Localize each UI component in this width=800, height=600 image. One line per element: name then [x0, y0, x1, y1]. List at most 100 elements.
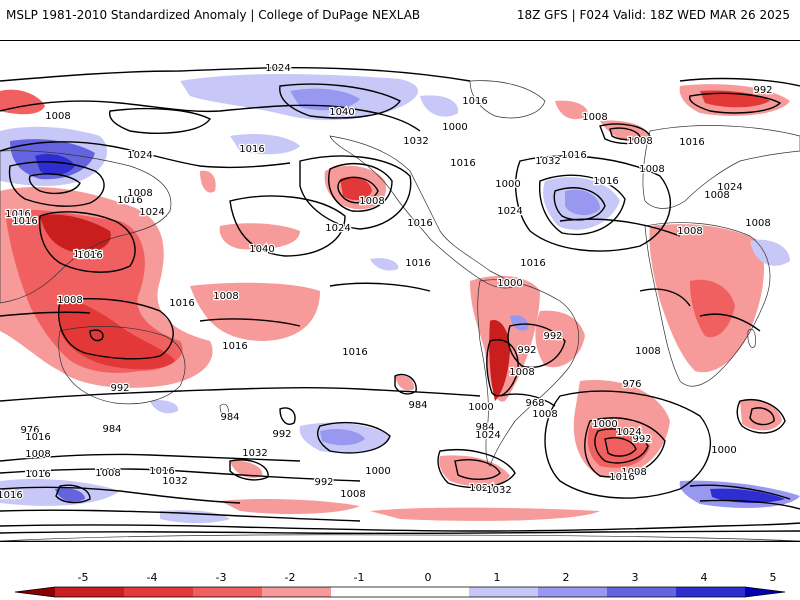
colorbar-tick-label: -1 — [353, 571, 365, 584]
isobar — [55, 484, 91, 504]
isobar — [0, 100, 421, 132]
isobar — [279, 407, 296, 425]
isobar-label: 1024 — [497, 206, 522, 217]
isobar-label: 984 — [475, 422, 494, 433]
isobar-label: 1008 — [95, 468, 120, 479]
pos-anomaly-east-pacific-small — [370, 258, 399, 271]
colorbar-tick-label: 3 — [631, 571, 639, 584]
coastline-asia-west — [0, 150, 172, 304]
isobar — [544, 390, 711, 499]
isobar — [317, 421, 391, 454]
isobar-label: 1016 — [25, 432, 50, 443]
pos-anomaly-north-pacific — [230, 134, 300, 155]
isobar — [229, 195, 346, 257]
neg-anomaly-southern-west — [230, 460, 263, 478]
isobar — [299, 155, 412, 230]
map-title: MSLP 1981-2010 Standardized Anomaly | Co… — [6, 8, 421, 22]
isobar — [699, 313, 761, 332]
colorbar-tick-label: 1 — [493, 571, 501, 584]
isobar — [507, 323, 566, 368]
isobar-label: 1000 — [592, 419, 617, 430]
anomaly-shading — [0, 74, 800, 524]
isobar-label: 1024 — [475, 430, 500, 441]
isobar-label: 1008 — [213, 291, 238, 302]
map-panel: 1024 1040 992 1016 1032 1024 1016 1008 1000 1016 1… — [0, 40, 800, 542]
colorbar-tick-label: 0 — [424, 571, 432, 584]
coastline-north-america — [329, 135, 516, 289]
isobar-label: 1032 — [403, 136, 428, 147]
isobar-label: 1008 — [127, 188, 152, 199]
isobar-label: 1024 — [139, 207, 164, 218]
isobar — [0, 311, 91, 317]
isobar-label: 1032 — [242, 448, 267, 459]
colorbar-tick-label: -4 — [146, 571, 158, 584]
pos-anomaly-atlantic-core — [565, 189, 600, 216]
isobar-label: 1008 — [621, 467, 646, 478]
header: MSLP 1981-2010 Standardized Anomaly | Co… — [0, 0, 800, 30]
isobar-label: 1040 — [249, 244, 274, 255]
pos-anomaly-southern-west-core — [55, 488, 85, 502]
isobar — [437, 449, 516, 489]
neg-anomaly-mid-atlantic — [555, 100, 589, 120]
colorbar-segment — [262, 587, 332, 597]
colorbar-segment — [400, 587, 470, 597]
isobar-label: 1008 — [704, 190, 729, 201]
colorbar-min-arrow — [15, 587, 55, 597]
isobar — [515, 155, 671, 252]
colorbar-segment — [193, 587, 263, 597]
isobar-label: 1016 — [561, 150, 586, 161]
isobar-label: 1024 — [717, 182, 742, 193]
coastline-south-america — [477, 279, 579, 467]
colorbar-segment — [124, 587, 194, 597]
isobar — [749, 407, 775, 426]
isobar-label: 1016 — [405, 258, 430, 269]
neg-anomaly-asia-core — [5, 209, 183, 373]
colorbar-tick-label: 5 — [769, 571, 777, 584]
isobar-label: 1008 — [340, 489, 365, 500]
isobar-label: 984 — [408, 400, 427, 411]
isobar-label: 1000 — [442, 122, 467, 133]
neg-anomaly-asia-deep — [60, 296, 175, 370]
isobar — [679, 77, 800, 87]
isobar-label: 1016 — [0, 490, 23, 501]
isobar-label: 1032 — [486, 485, 511, 496]
isobar-label: 1016 — [609, 472, 634, 483]
neg-anomaly-brazil — [535, 310, 585, 368]
colorbar-tick-label: -2 — [284, 571, 296, 584]
isobar — [38, 211, 136, 273]
isobar — [0, 522, 800, 532]
isobar-label: 1008 — [25, 449, 50, 460]
colorbar: -5 -4 -3 -2 -1 0 1 2 3 4 5 — [0, 570, 800, 600]
isobar — [337, 176, 379, 204]
neg-anomaly-indian-ocean — [740, 399, 782, 431]
coastline-australia — [58, 326, 186, 405]
isobar — [559, 218, 681, 237]
colorbar-segment — [607, 587, 677, 597]
isobar — [736, 399, 786, 434]
coastline-eurasia — [642, 125, 800, 209]
neg-anomaly-africa-core — [690, 279, 735, 338]
neg-anomaly-south-atlantic-core — [587, 424, 650, 468]
isobar-label: 1008 — [509, 367, 534, 378]
colorbar-labels: -5 -4 -3 -2 -1 0 1 2 3 4 5 — [0, 570, 800, 584]
colorbar-segment — [676, 587, 746, 597]
neg-anomaly-small-pacific — [200, 170, 216, 193]
colorbar-tick-label: 4 — [700, 571, 708, 584]
isobar — [538, 174, 626, 236]
isobar — [28, 173, 81, 195]
colorbar-outline — [14, 586, 786, 598]
isobar-label: 1008 — [627, 136, 652, 147]
isobar-label: 1024 — [325, 223, 350, 234]
isobar-label: 992 — [543, 331, 562, 342]
isobar-label: 984 — [220, 412, 239, 423]
coastline-africa — [644, 222, 771, 387]
isobar-label: 992 — [272, 429, 291, 440]
isobar-label: 1024 — [616, 427, 641, 438]
pos-anomaly-south-pacific-core — [320, 428, 365, 446]
isobar-label: 1000 — [711, 445, 736, 456]
isobar-label: 1016 — [679, 137, 704, 148]
isobar-label: 976 — [622, 379, 641, 390]
colorbar-tick-label: -3 — [215, 571, 227, 584]
isobar — [328, 162, 393, 212]
neg-anomaly-ne-pacific-core — [340, 176, 372, 201]
